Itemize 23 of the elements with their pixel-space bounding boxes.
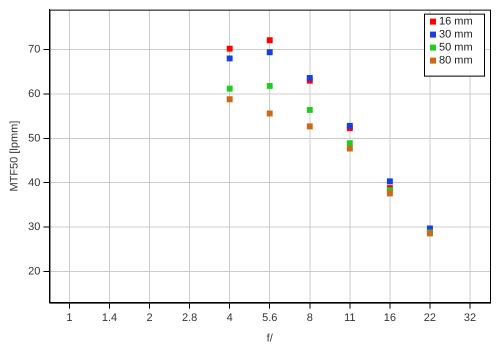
- legend-label: 16 mm: [439, 16, 473, 28]
- legend-label: 80 mm: [439, 54, 473, 67]
- x-tick-label: 22: [424, 312, 436, 324]
- x-tick-label: 1: [66, 312, 73, 324]
- y-tick-label: 30: [28, 221, 40, 234]
- y-axis-title: MTF50 [lpmm]: [8, 120, 21, 192]
- x-tick-label: 4: [226, 312, 233, 324]
- y-tick-label: 60: [28, 88, 40, 100]
- x-tick-label: 32: [464, 312, 476, 324]
- x-tick-label: 2: [146, 312, 153, 324]
- x-tick-label: 5.6: [262, 312, 278, 324]
- legend-label: 50 mm: [439, 42, 473, 54]
- legend-label: 30 mm: [439, 28, 473, 41]
- x-axis-title: f/: [266, 332, 274, 344]
- x-tick-label: 16: [384, 312, 396, 324]
- y-tick-label: 20: [28, 266, 40, 278]
- x-tick-label: 8: [306, 312, 313, 324]
- x-tick-label: 11: [344, 312, 356, 324]
- x-tick-label: 2.8: [182, 312, 198, 324]
- y-tick-label: 70: [28, 44, 40, 56]
- y-tick-label: 50: [28, 132, 40, 144]
- y-tick-label: 40: [28, 176, 40, 189]
- x-tick-label: 1.4: [102, 312, 118, 324]
